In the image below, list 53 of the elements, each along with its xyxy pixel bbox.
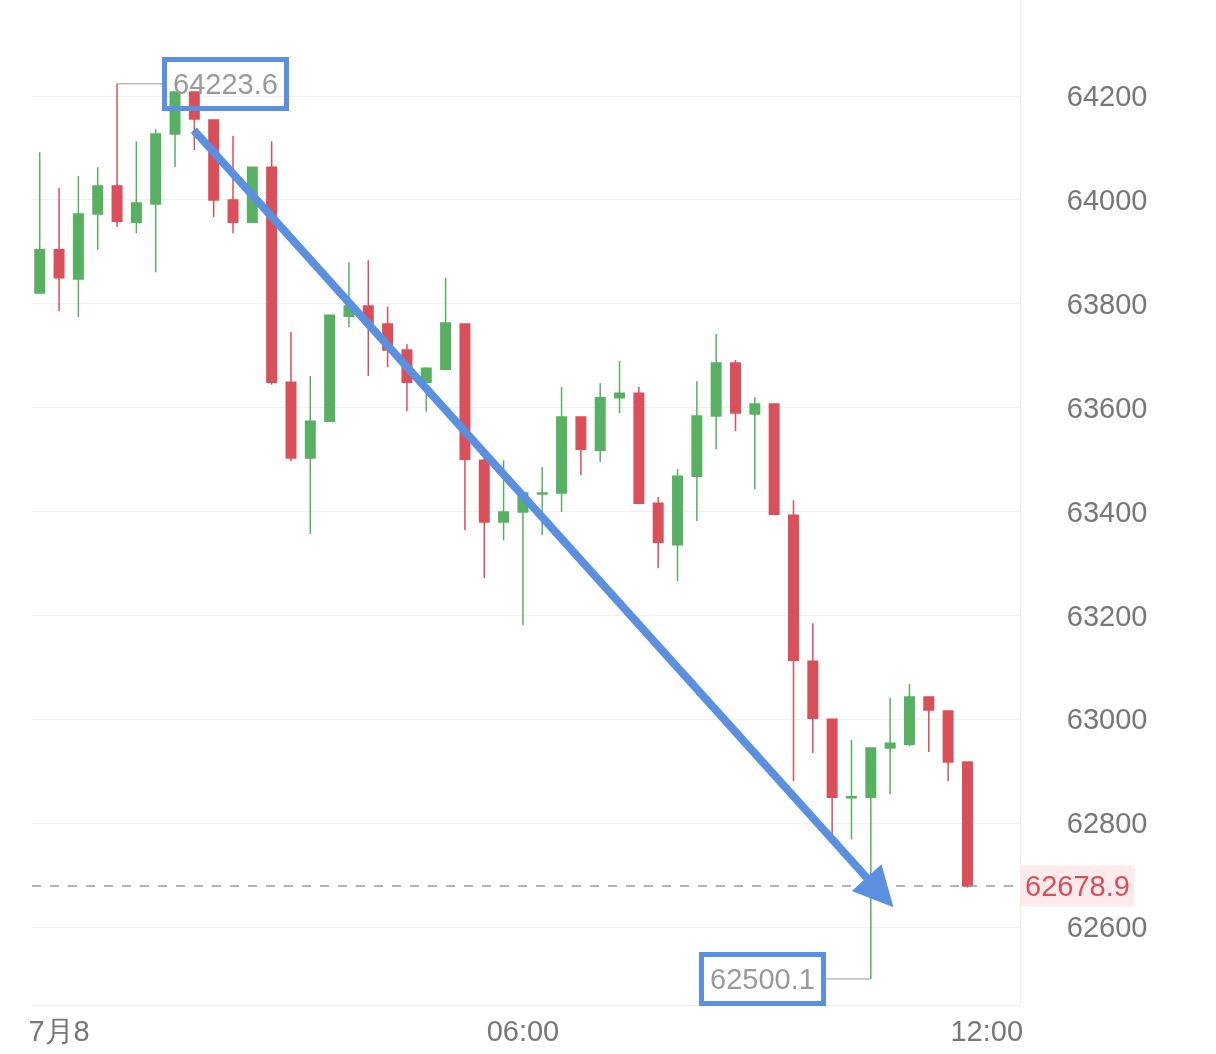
candlestick [324,314,336,422]
candlestick [614,360,626,414]
candlestick [266,140,278,386]
x-tick-label: 7月8 [28,1014,90,1047]
candlestick [227,135,239,234]
candlestick [845,739,857,841]
y-tick-label: 64200 [1066,80,1148,113]
candlestick [710,333,722,451]
candlestick [575,416,587,476]
candlestick [788,499,799,782]
candlestick [92,166,104,251]
candlestick [304,375,316,535]
y-tick-label: 63000 [1066,703,1148,736]
x-tick-label: 12:00 [950,1014,1024,1047]
x-tick-label: 06:00 [486,1014,560,1047]
y-tick-label: 63600 [1066,391,1148,424]
y-tick-label: 64000 [1066,184,1148,217]
y-tick-label: 63200 [1066,599,1148,632]
candlestick [807,622,819,754]
annotation: 64223.6 [173,68,278,100]
candlestick [691,380,703,522]
y-tick-label: 62800 [1066,807,1148,840]
candlestick [556,386,568,513]
candlestick [498,459,510,541]
candlestick [826,718,838,836]
y-tick-label: 63800 [1066,287,1148,320]
candlestick [903,683,915,748]
candlestick [536,466,548,536]
candlestick [440,277,452,371]
ref-line-label: 62678.9 [1025,870,1130,902]
candlestick [150,128,162,273]
candlestick [652,496,664,569]
candlestick [285,331,297,462]
candlestick [768,403,780,515]
candlestick [459,323,471,532]
candlestick [923,696,935,753]
y-tick-label: 63400 [1066,495,1148,528]
candlestick [749,396,761,491]
candlestick [633,386,645,506]
candlestick [884,697,896,795]
candlestick [672,468,684,582]
annotation: 62500.1 [710,963,815,995]
candlestick [594,382,606,463]
candlestick [942,710,954,782]
candlestick [130,140,142,234]
candlestick [865,747,877,980]
candlestick [961,761,973,889]
candlestick [111,83,123,228]
candlestick [730,359,741,432]
candlestick [34,151,46,294]
candlestick [53,187,65,312]
candlestick [72,175,84,319]
y-tick-label: 62600 [1066,911,1148,944]
